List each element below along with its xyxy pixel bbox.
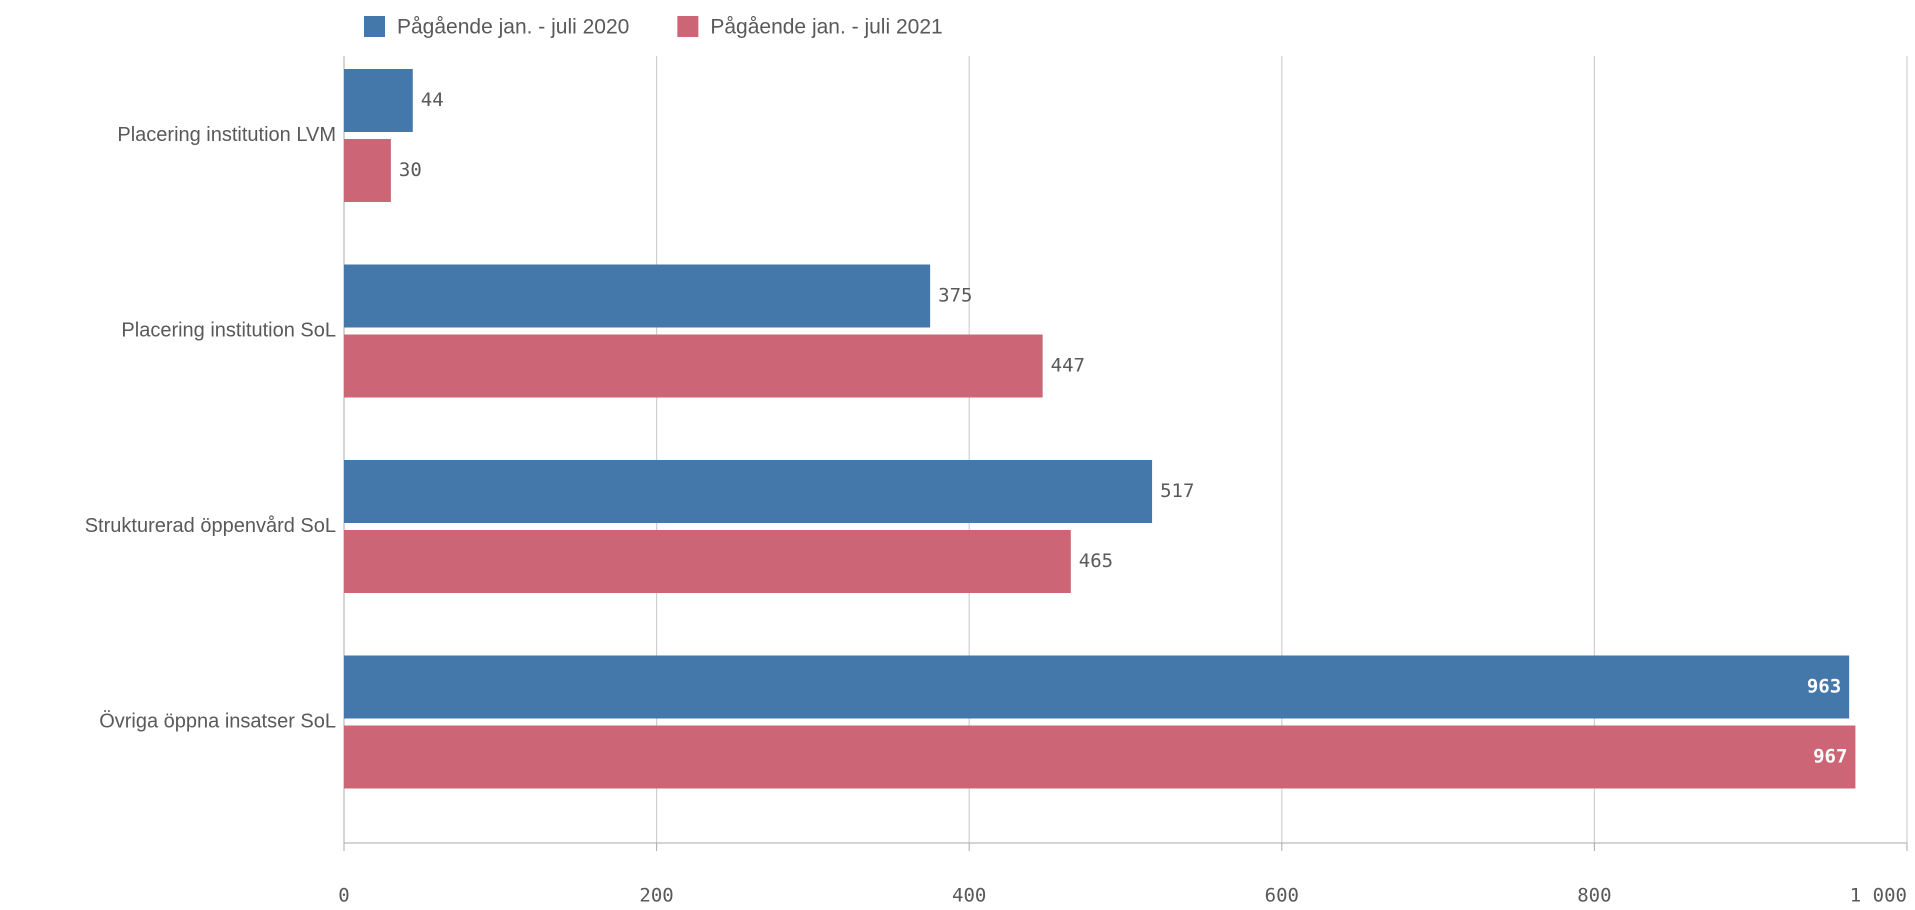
value-label: 447: [1051, 355, 1085, 377]
category-label: Strukturerad öppenvård SoL: [85, 515, 336, 537]
bar: [344, 69, 413, 132]
bar: [344, 334, 1043, 398]
x-tick-label: 200: [639, 885, 673, 907]
x-tick-label: 1 000: [1850, 885, 1907, 907]
bar: [344, 460, 1153, 523]
bar: [344, 139, 391, 202]
value-label: 465: [1079, 550, 1113, 572]
x-tick-label: 800: [1577, 885, 1611, 907]
value-label: 30: [399, 159, 422, 181]
x-tick-label: 400: [952, 885, 986, 907]
legend-swatch: [364, 16, 385, 37]
value-label: 517: [1160, 480, 1194, 502]
value-label: 375: [938, 285, 972, 307]
bar: [344, 264, 931, 328]
bar: [344, 530, 1071, 593]
bar: [344, 725, 1856, 789]
bar: [344, 655, 1850, 719]
x-tick-label: 0: [338, 885, 349, 907]
legend-label: Pågående jan. - juli 2021: [710, 16, 942, 39]
x-tick-label: 600: [1265, 885, 1299, 907]
value-label: 963: [1807, 676, 1841, 698]
category-label: Övriga öppna insatser SoL: [99, 710, 336, 732]
legend-swatch: [677, 16, 699, 37]
category-label: Placering institution SoL: [121, 319, 336, 341]
category-label: Placering institution LVM: [117, 124, 336, 146]
value-label: 44: [421, 89, 444, 111]
value-label: 967: [1813, 746, 1847, 768]
legend-label: Pågående jan. - juli 2020: [397, 16, 629, 39]
